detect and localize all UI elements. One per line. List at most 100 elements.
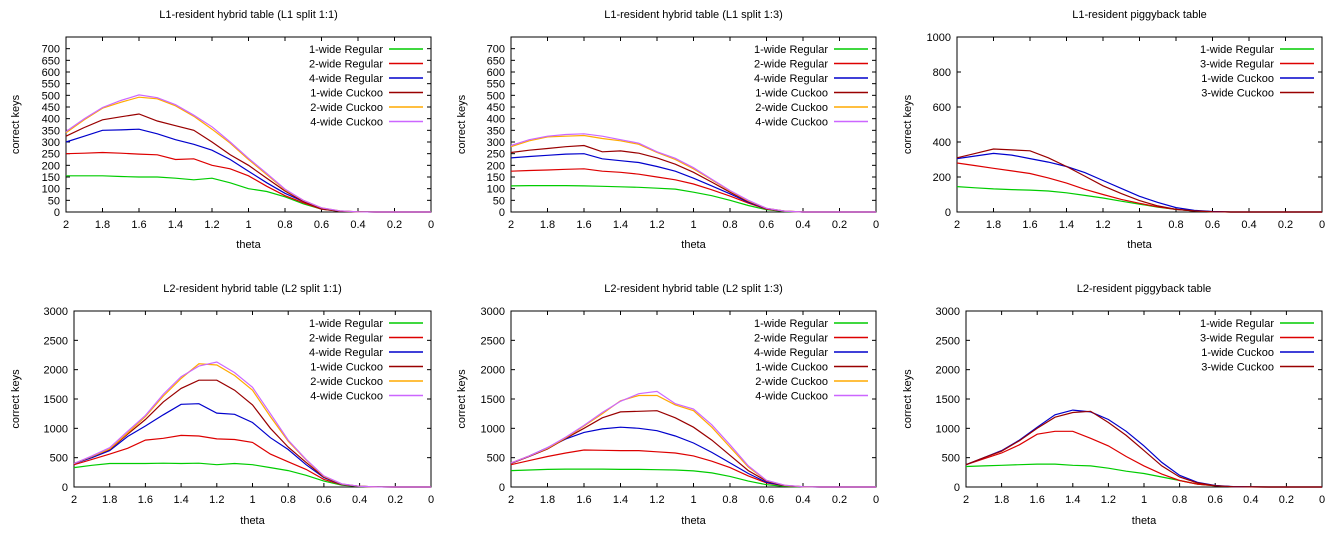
y-tick-label: 600 xyxy=(487,67,505,79)
x-tick-label: 2 xyxy=(963,494,969,506)
series-line-2 xyxy=(510,168,876,213)
x-tick-label: 0.8 xyxy=(277,219,292,231)
x-tick-label: 0.6 xyxy=(314,219,329,231)
x-tick-label: 1 xyxy=(249,494,255,506)
y-axis-label: correct keys xyxy=(456,94,468,154)
x-tick-label: 1.6 xyxy=(576,494,591,506)
y-tick-label: 50 xyxy=(493,195,505,207)
legend-label: 2-wide Cuckoo xyxy=(310,102,383,114)
y-axis-label: correct keys xyxy=(902,94,914,154)
x-axis-label: theta xyxy=(236,239,261,251)
y-tick-label: 700 xyxy=(487,44,505,56)
series-line-3 xyxy=(510,426,876,488)
series-line-1 xyxy=(66,175,431,213)
legend-label: 1-wide Cuckoo xyxy=(755,362,828,374)
y-tick-label: 150 xyxy=(487,172,505,184)
y-tick-label: 550 xyxy=(487,79,505,91)
y-tick-label: 1000 xyxy=(936,423,960,435)
x-tick-label: 1.2 xyxy=(649,219,664,231)
x-tick-label: 1.8 xyxy=(540,219,555,231)
series-line-3 xyxy=(965,409,1322,488)
series-line-4 xyxy=(65,113,431,213)
x-tick-label: 2 xyxy=(63,219,69,231)
legend-label: 1-wide Regular xyxy=(1200,318,1274,330)
x-tick-label: 0 xyxy=(428,494,434,506)
legend-label: 1-wide Regular xyxy=(1200,44,1274,56)
chart-4: L2-resident hybrid table (L2 split 1:1) 0… xyxy=(10,283,434,527)
y-tick-label: 300 xyxy=(487,137,505,149)
x-tick-label: 1.4 xyxy=(1059,219,1074,231)
y-tick-label: 800 xyxy=(933,67,951,79)
legend-label: 4-wide Cuckoo xyxy=(310,391,383,403)
series-line-6 xyxy=(510,133,876,213)
chart-3: L1-resident piggyback table 0 200 400 600 800… xyxy=(902,9,1325,251)
y-tick-label: 3000 xyxy=(44,306,68,318)
x-tick-label: 0 xyxy=(428,219,434,231)
x-tick-label: 1 xyxy=(1136,219,1142,231)
x-tick-label: 1.8 xyxy=(95,219,110,231)
y-tick-label: 600 xyxy=(42,67,60,79)
x-tick-label: 0 xyxy=(1319,494,1325,506)
y-tick-label: 650 xyxy=(42,55,60,67)
x-tick-label: 0.8 xyxy=(281,494,296,506)
x-tick-label: 0.4 xyxy=(1243,494,1258,506)
series-line-6 xyxy=(73,361,431,488)
x-tick-label: 0.2 xyxy=(832,494,847,506)
y-axis-label: correct keys xyxy=(902,369,914,429)
x-tick-label: 0.6 xyxy=(759,494,774,506)
legend-label: 3-wide Regular xyxy=(1200,59,1274,71)
y-tick-label: 200 xyxy=(933,172,951,184)
x-tick-label: 1.8 xyxy=(540,494,555,506)
legend-label: 1-wide Regular xyxy=(309,44,383,56)
legend-label: 4-wide Cuckoo xyxy=(755,117,828,129)
y-tick-label: 500 xyxy=(50,453,68,465)
y-tick-label: 400 xyxy=(487,114,505,126)
y-tick-label: 200 xyxy=(487,160,505,172)
x-tick-label: 2 xyxy=(71,494,77,506)
y-tick-label: 200 xyxy=(42,160,60,172)
x-tick-label: 0.2 xyxy=(388,494,403,506)
x-tick-label: 0.4 xyxy=(795,494,810,506)
legend-label: 2-wide Regular xyxy=(309,59,383,71)
y-axis-label: correct keys xyxy=(10,94,22,154)
y-tick-label: 50 xyxy=(48,195,60,207)
y-tick-label: 1000 xyxy=(481,423,505,435)
y-tick-label: 1000 xyxy=(927,32,951,44)
x-tick-label: 2 xyxy=(508,494,514,506)
chart-2: L1-resident hybrid table (L1 split 1:3) 0… xyxy=(456,9,879,251)
legend-label: 2-wide Regular xyxy=(754,333,828,345)
x-tick-label: 0.4 xyxy=(795,219,810,231)
y-tick-label: 400 xyxy=(42,114,60,126)
y-tick-label: 2500 xyxy=(44,335,68,347)
x-tick-label: 1.4 xyxy=(613,494,628,506)
x-axis-label: theta xyxy=(240,515,265,527)
y-tick-label: 2000 xyxy=(481,365,505,377)
x-tick-label: 1 xyxy=(245,219,251,231)
chart-title: L1-resident hybrid table (L1 split 1:3) xyxy=(604,9,783,21)
x-tick-label: 0.6 xyxy=(1205,219,1220,231)
x-axis-label: theta xyxy=(681,239,706,251)
y-tick-label: 150 xyxy=(42,172,60,184)
legend-label: 1-wide Regular xyxy=(309,318,383,330)
y-tick-label: 300 xyxy=(42,137,60,149)
y-tick-label: 3000 xyxy=(481,306,505,318)
legend-label: 1-wide Cuckoo xyxy=(1201,347,1274,359)
series-line-4 xyxy=(510,410,876,488)
x-tick-label: 0.2 xyxy=(1278,219,1293,231)
x-tick-label: 1.8 xyxy=(986,219,1001,231)
legend-label: 2-wide Regular xyxy=(309,333,383,345)
legend-label: 2-wide Cuckoo xyxy=(310,376,383,388)
y-tick-label: 3000 xyxy=(936,306,960,318)
x-tick-label: 2 xyxy=(954,219,960,231)
legend-label: 4-wide Regular xyxy=(309,347,383,359)
series-line-6 xyxy=(65,94,431,213)
y-tick-label: 450 xyxy=(42,102,60,114)
y-tick-label: 1500 xyxy=(44,394,68,406)
series-line-4 xyxy=(965,410,1322,488)
x-tick-label: 1.8 xyxy=(994,494,1009,506)
y-tick-label: 700 xyxy=(42,44,60,56)
x-tick-label: 1.6 xyxy=(576,219,591,231)
y-tick-label: 100 xyxy=(42,184,60,196)
legend-label: 1-wide Cuckoo xyxy=(310,362,383,374)
legend-label: 1-wide Cuckoo xyxy=(310,88,383,100)
